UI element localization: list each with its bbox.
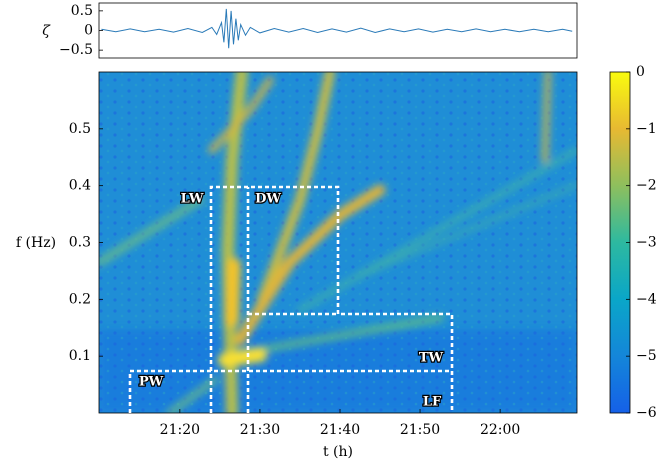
x-tick-label: 21:40 [320, 422, 360, 438]
colorbar-tick-label: −1 [636, 121, 657, 137]
region-label: LF [423, 395, 442, 410]
y-tick-label: 0.2 [69, 291, 91, 307]
region-outline [128, 369, 452, 413]
region-label: LW [181, 192, 204, 207]
colorbar-tick-label: −6 [636, 405, 657, 421]
signal-line [101, 8, 573, 49]
colorbar-tick-label: 0 [636, 64, 645, 80]
spectrogram-y-label: f (Hz) [16, 235, 56, 251]
y-tick-label: 0.3 [69, 235, 91, 251]
region-label: TW [419, 351, 444, 366]
y-tick-label: 0 [84, 23, 93, 39]
region-label: PW [139, 375, 164, 390]
y-tick-label: 0.1 [69, 348, 91, 364]
colorbar-tick-label: −2 [636, 178, 657, 194]
colorbar-tick-label: −4 [636, 291, 657, 307]
region-label: DW [255, 192, 281, 207]
signal-y-label: ζ [42, 23, 51, 39]
spectrogram-image [99, 72, 577, 413]
y-tick-label: 0.5 [71, 3, 93, 19]
x-tick-label: 21:20 [160, 422, 200, 438]
x-tick-label: 21:50 [400, 422, 440, 438]
colorbar-tick-label: −5 [636, 348, 657, 364]
region-outline [209, 185, 454, 413]
x-tick-label: 21:30 [240, 422, 280, 438]
y-tick-label: −0.5 [59, 42, 93, 58]
colorbar-tick-label: −3 [636, 235, 657, 251]
y-tick-label: 0.5 [69, 121, 91, 137]
y-tick-label: 0.4 [69, 178, 91, 194]
x-tick-label: 22:00 [480, 422, 520, 438]
spectrogram-x-label: t (h) [323, 444, 353, 460]
